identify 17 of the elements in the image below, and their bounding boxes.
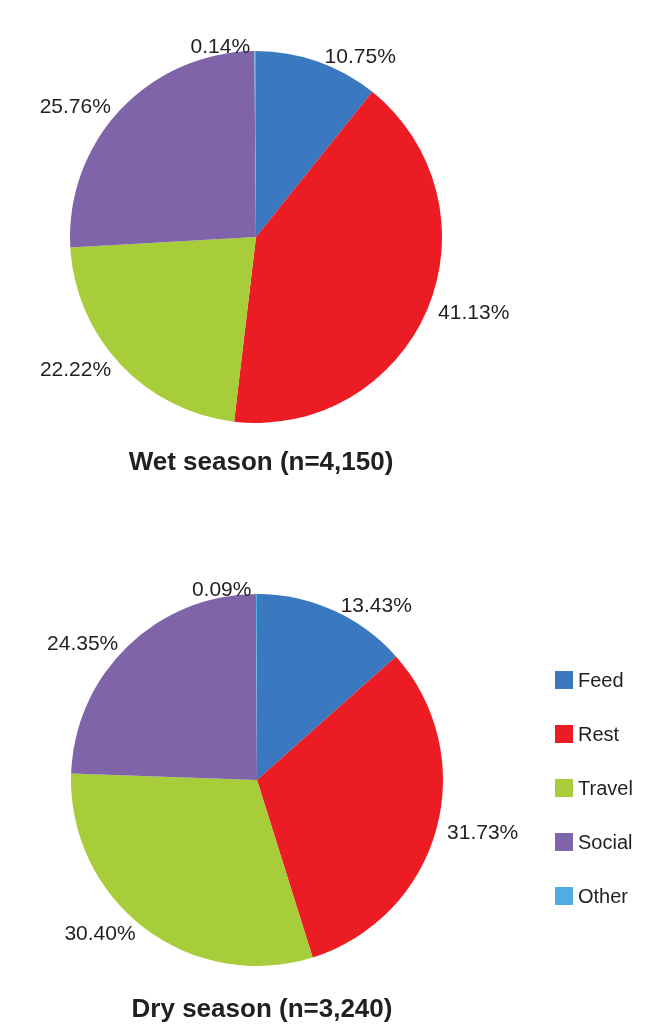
data-label: 30.40%: [64, 921, 136, 945]
data-label: 25.76%: [39, 94, 111, 118]
text: Dry season (n=3,240): [131, 993, 393, 1023]
data-label: 22.22%: [39, 357, 112, 381]
legend-label: Travel: [578, 777, 633, 799]
legend-label: Feed: [578, 669, 624, 691]
data-label: 24.35%: [47, 630, 119, 654]
data-label: 10.75%: [324, 44, 396, 68]
legend-label: Other: [578, 885, 629, 907]
data-label: 41.13%: [438, 299, 510, 323]
legend-label: Rest: [578, 723, 620, 745]
data-label: 0.09%: [191, 576, 252, 600]
data-label: 13.43%: [340, 593, 412, 617]
legend-label: Social: [578, 831, 633, 853]
data-label: 31.73%: [447, 819, 519, 843]
text: Wet season (n=4,150): [128, 446, 394, 476]
data-label: 0.14%: [190, 33, 251, 57]
